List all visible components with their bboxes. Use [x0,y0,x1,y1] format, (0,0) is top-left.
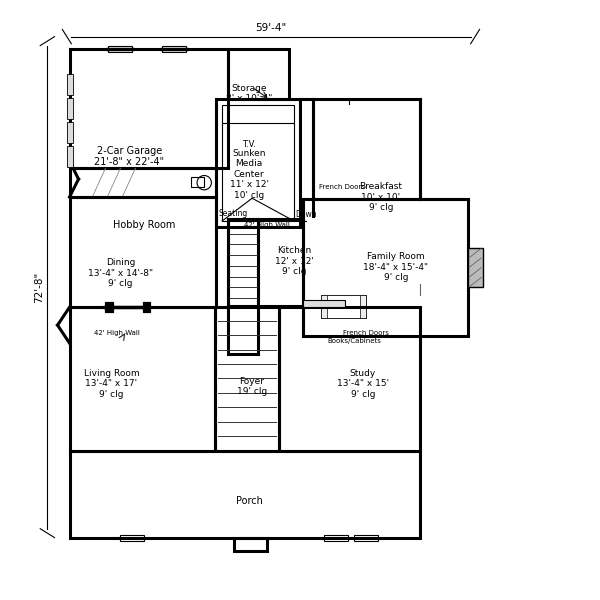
Bar [106,302,113,312]
Bar [143,302,151,312]
Bar [143,302,151,312]
Bar [324,535,348,541]
Text: Dining
13'-4" x 14'-8"
9' clg: Dining 13'-4" x 14'-8" 9' clg [88,258,153,288]
Bar [467,248,482,287]
Bar [191,176,204,187]
Text: Books/Cabinets: Books/Cabinets [327,338,381,344]
Bar [70,451,420,538]
Text: Kitchen
12' x 12'
9' clg: Kitchen 12' x 12' 9' clg [275,246,313,276]
Bar [121,535,145,541]
Bar [70,197,216,307]
Text: Living Room
13'-4" x 17'
9' clg: Living Room 13'-4" x 17' 9' clg [83,369,139,399]
Text: 72'-8": 72'-8" [34,272,44,303]
Bar [228,49,289,99]
Text: Foyer
19' clg: Foyer 19' clg [237,377,267,397]
Bar [109,46,133,52]
Bar [303,300,345,307]
Text: Family Room
18'-4" x 15'-4"
9' clg: Family Room 18'-4" x 15'-4" 9' clg [363,252,428,282]
Bar [228,219,258,354]
Bar [70,49,228,169]
Text: Porch: Porch [236,496,263,506]
Bar [67,74,73,95]
Text: 59'-4": 59'-4" [256,23,287,33]
Text: Hobby Room: Hobby Room [113,220,176,230]
Text: Seating: Seating [218,209,248,218]
Bar [70,307,215,451]
Bar [234,538,267,551]
Bar [106,302,113,312]
Bar [313,99,420,199]
Bar [279,307,420,451]
Bar [303,199,467,336]
Bar [163,46,186,52]
Text: Sunken
Media
Center
11' x 12'
10' clg: Sunken Media Center 11' x 12' 10' clg [230,149,269,200]
Text: French Doors: French Doors [343,330,389,336]
Text: French Doors: French Doors [319,184,365,190]
Bar [360,295,366,318]
Bar [67,122,73,143]
Text: Breakfast
10' x 10'
9' clg: Breakfast 10' x 10' 9' clg [359,182,403,212]
Text: 2-Car Garage
21'-8" x 22'-4": 2-Car Garage 21'-8" x 22'-4" [94,146,164,167]
Text: 42' High Wall: 42' High Wall [244,221,290,227]
Text: Down: Down [295,210,317,219]
Text: Storage
8' x 10'-4": Storage 8' x 10'-4" [226,84,272,103]
Bar [215,307,279,451]
Bar [70,169,216,197]
Bar [354,535,378,541]
Bar [321,295,327,318]
Bar [67,146,73,167]
Bar [321,295,366,318]
Bar [228,219,303,306]
Bar [222,105,294,221]
Text: 42' High Wall: 42' High Wall [94,330,140,336]
Bar [216,99,300,227]
Text: T.V.: T.V. [242,140,256,149]
Bar [67,98,73,119]
Text: Study
13'-4" x 15'
9' clg: Study 13'-4" x 15' 9' clg [337,369,389,399]
